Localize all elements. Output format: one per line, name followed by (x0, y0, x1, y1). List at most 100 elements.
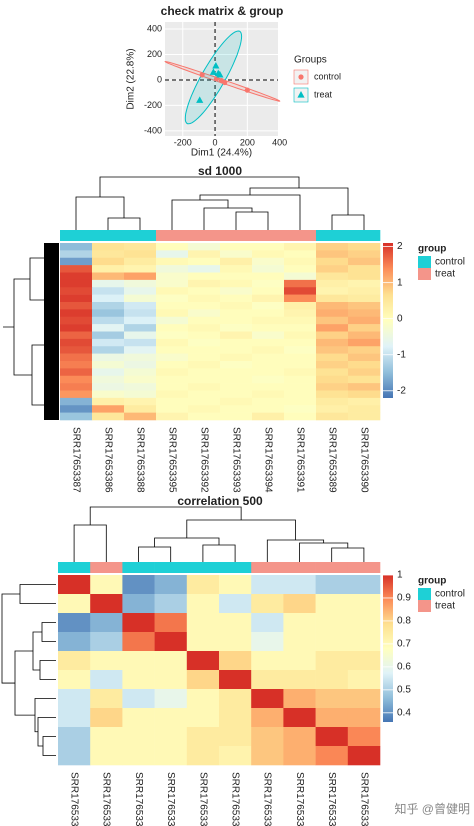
colorbar-label: 1 (397, 277, 403, 288)
heatmap-cell (252, 353, 285, 362)
heatmap-cell (220, 338, 253, 347)
heatmap-cell (92, 405, 125, 413)
heatmap-cell (284, 375, 317, 384)
heatmap-cell (58, 708, 91, 728)
heatmap-cell (156, 272, 189, 281)
heatmap-cell (124, 243, 157, 251)
annotation-cell (315, 562, 349, 573)
heatmap-cell (154, 689, 188, 709)
heatmap-cell (154, 594, 188, 614)
heatmap-cell (188, 294, 221, 303)
heatmap-cell (251, 651, 284, 671)
point (216, 70, 224, 78)
heatmap-cell (156, 324, 189, 332)
heatmap-cell (316, 309, 349, 318)
heatmap-cell (252, 390, 285, 399)
heatmap-cell (347, 613, 381, 633)
heatmap-cell (220, 405, 253, 413)
heatmap-cell (316, 397, 349, 406)
watermark: 知乎 @曾健明 (394, 802, 470, 816)
heatmap-cell (252, 250, 285, 259)
heatmap-cell (60, 257, 93, 266)
heatmap-cell (60, 383, 93, 391)
column-label: SRR17653387 (70, 427, 81, 493)
heatmap-cell (188, 324, 221, 332)
heatmap-cell (124, 331, 157, 340)
colorbar-label: -1 (397, 349, 406, 360)
heatmap-cell (188, 279, 221, 288)
heatmap-cell (188, 287, 221, 295)
heatmap-cell (92, 368, 125, 377)
legend-key (418, 256, 431, 268)
heatmap-cell (252, 309, 285, 318)
legend-title: group (418, 244, 446, 255)
heatmap-cell (316, 353, 349, 362)
heatmap-cell (58, 632, 91, 652)
heatmap-cell (348, 412, 381, 421)
heatmap-cell (188, 243, 221, 251)
heatmap-cell (348, 368, 381, 377)
legend-marker (298, 74, 304, 80)
heatmap-cell (154, 651, 188, 671)
heatmap-cell (60, 353, 93, 362)
heatmap-cell (186, 708, 220, 728)
column-label: SRR17653394 (358, 772, 369, 826)
heatmap-cell (220, 331, 253, 340)
heatmap-cell (124, 346, 157, 354)
heatmap-cell (90, 575, 123, 595)
heatmap-cell (347, 727, 381, 747)
heatmap-cell (284, 272, 317, 281)
column-label: SRR17653393 (294, 772, 305, 826)
heatmap-cell (220, 243, 253, 251)
heatmap-cell (156, 265, 189, 273)
heatmap-cell (58, 651, 91, 671)
heatmap-cell (58, 594, 91, 614)
heatmap-cell (252, 272, 285, 281)
heatmap-cell (252, 405, 285, 413)
heatmap-cell (284, 397, 317, 406)
column-label: SRR17653391 (101, 772, 112, 826)
heatmap-cell (92, 257, 125, 266)
heatmap-cell (60, 338, 93, 347)
heatmap-cell (122, 727, 155, 747)
legend-key (418, 268, 431, 280)
heatmap-cell (347, 746, 381, 766)
heatmap-cell (252, 346, 285, 354)
annotation-cell (156, 230, 189, 241)
heatmap-cell (156, 346, 189, 354)
heatmap-cell (122, 670, 155, 690)
heatmap-cell (60, 250, 93, 259)
heatmap-cell (348, 279, 381, 288)
heatmap-cell (156, 250, 189, 259)
heatmap-cell (220, 287, 253, 295)
heatmap-cell (92, 316, 125, 325)
heatmap-cell (156, 279, 189, 288)
heatmap-cell (252, 412, 285, 421)
heatmap-cell (90, 708, 123, 728)
heatmap-cell (124, 287, 157, 295)
heatmap-cell (316, 316, 349, 325)
heatmap-cell (252, 368, 285, 377)
heatmap-cell (92, 361, 125, 369)
heatmap-cell (156, 331, 189, 340)
heatmap-cell (154, 727, 188, 747)
heatmap-cell (251, 670, 284, 690)
heatmap-cell (220, 361, 253, 369)
column-label: SRR17653388 (165, 772, 176, 826)
heatmap-cell (252, 331, 285, 340)
heatmap-cell (283, 651, 316, 671)
heatmap-cell (122, 632, 155, 652)
legend-marker (297, 91, 305, 98)
heatmap-cell (60, 375, 93, 384)
heatmap-cell (90, 594, 123, 614)
heatmap-cell (186, 689, 220, 709)
dendrogram (1, 584, 56, 756)
heatmap-cell (188, 309, 221, 318)
heatmap-cell (316, 331, 349, 340)
heatmap-cell (219, 727, 252, 747)
heatmap-cell (188, 390, 221, 399)
heatmap-cell (156, 294, 189, 303)
column-label: SRR17653392 (198, 427, 209, 493)
heatmap-cell (284, 265, 317, 273)
heatmap-cell (284, 294, 317, 303)
